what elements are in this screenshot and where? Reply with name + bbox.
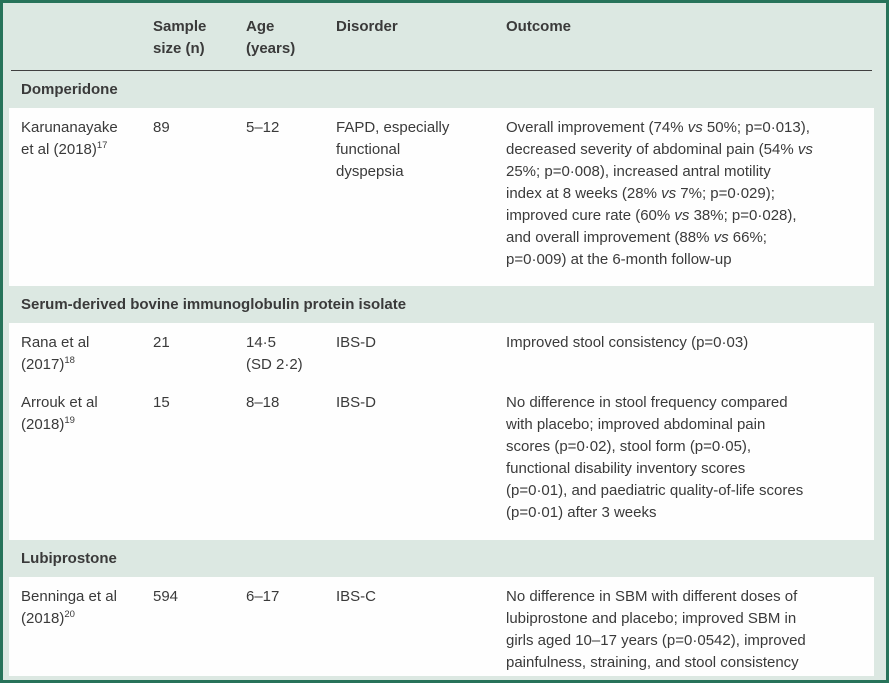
outcome-cell: No difference in stool frequency compare… <box>506 394 804 521</box>
table-row: Benninga et al (2018)20 594 6–17 IBS-C N… <box>21 577 862 676</box>
column-header-outcome: Outcome <box>506 18 572 35</box>
reference-superscript: 17 <box>96 140 108 151</box>
age-cell: 8–18 <box>246 394 280 411</box>
study-cell: Rana et al (2017)18 <box>21 332 153 376</box>
study-name: Benninga et al (2018) <box>21 588 117 627</box>
table-row: Rana et al (2017)18 21 14·5 (SD 2·2) IBS… <box>21 323 862 384</box>
disorder-cell: IBS-C <box>336 588 377 605</box>
outcome-cell: No difference in SBM with different dose… <box>506 588 806 671</box>
study-name: Arrouk et al (2018) <box>21 394 98 433</box>
disorder-cell: FAPD, especially functional dyspepsia <box>336 119 450 180</box>
section-body-domperidone: Karunanayake et al (2018)17 89 5–12 FAPD… <box>9 108 874 286</box>
study-cell: Arrouk et al (2018)19 <box>21 392 153 524</box>
section-header-lubiprostone: Lubiprostone <box>21 550 117 567</box>
section-header-domperidone: Domperidone <box>21 81 118 98</box>
disorder-cell: IBS-D <box>336 334 377 351</box>
sample-size-cell: 15 <box>153 394 170 411</box>
study-name: Karunanayake et al (2018) <box>21 119 118 158</box>
outcome-cell: Overall improvement (74% vs 50%; p=0·013… <box>506 119 813 268</box>
section-header-sbi: Serum-derived bovine immunoglobulin prot… <box>21 296 407 313</box>
reference-superscript: 20 <box>64 609 75 620</box>
outcome-cell: Improved stool consistency (p=0·03) <box>506 334 749 351</box>
reference-superscript: 18 <box>64 355 75 366</box>
age-cell: 6–17 <box>246 588 280 605</box>
section-body-sbi: Rana et al (2017)18 21 14·5 (SD 2·2) IBS… <box>9 323 874 540</box>
column-header-study <box>21 16 153 60</box>
age-cell: 5–12 <box>246 119 280 136</box>
sample-size-cell: 594 <box>153 588 179 605</box>
disorder-cell: IBS-D <box>336 394 377 411</box>
table-row: Karunanayake et al (2018)17 89 5–12 FAPD… <box>21 108 862 286</box>
column-header-age: Age (years) <box>246 18 296 57</box>
table-column-header-row: Sample size (n) Age (years) Disorder Out… <box>3 3 886 70</box>
sample-size-cell: 89 <box>153 119 170 136</box>
age-cell: 14·5 (SD 2·2) <box>246 334 303 373</box>
study-cell: Benninga et al (2018)20 <box>21 586 153 674</box>
table-row: Arrouk et al (2018)19 15 8–18 IBS-D No d… <box>21 384 862 540</box>
section-body-lubiprostone: Benninga et al (2018)20 594 6–17 IBS-C N… <box>9 577 874 676</box>
column-header-disorder: Disorder <box>336 18 398 35</box>
reference-superscript: 19 <box>64 415 75 426</box>
column-header-sample-size: Sample size (n) <box>153 18 207 57</box>
sample-size-cell: 21 <box>153 334 170 351</box>
study-cell: Karunanayake et al (2018)17 <box>21 117 153 271</box>
header-divider-rule <box>11 70 872 71</box>
study-name: Rana et al (2017) <box>21 334 90 373</box>
